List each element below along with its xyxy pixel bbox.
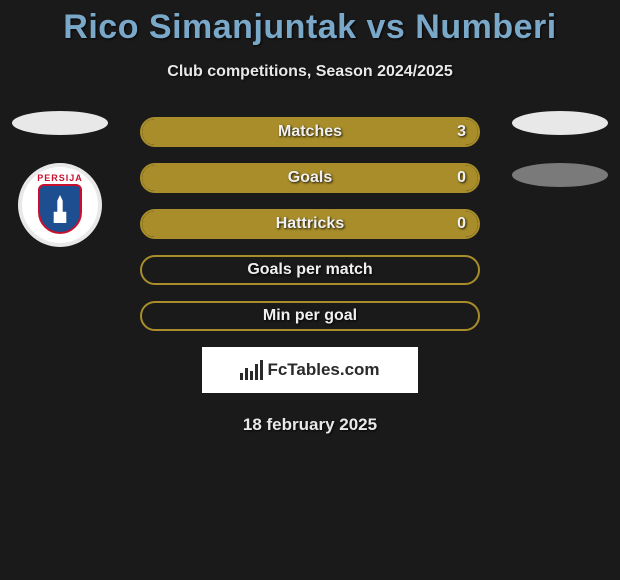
subtitle: Club competitions, Season 2024/2025 — [0, 63, 620, 81]
bar-label: Min per goal — [263, 307, 357, 325]
bars-list: Matches 3 Goals 0 Hattricks 0 Goals per match M… — [140, 117, 480, 331]
club-badge-text: PERSIJA — [37, 173, 83, 183]
bar-label: Goals — [288, 169, 332, 187]
bar-value-right: 3 — [457, 123, 466, 141]
team-oval-right-1 — [512, 111, 608, 135]
bar-value-right: 0 — [457, 215, 466, 233]
stat-bar: Goals per match — [140, 255, 480, 285]
bar-label: Matches — [278, 123, 342, 141]
club-shield-icon — [38, 184, 82, 234]
bar-label: Hattricks — [276, 215, 344, 233]
stat-bar: Hattricks 0 — [140, 209, 480, 239]
team-oval-left — [12, 111, 108, 135]
stat-bar: Goals 0 — [140, 163, 480, 193]
bars-chart-icon — [240, 360, 263, 380]
chart-area: PERSIJA Matches 3 Goals 0 Hattricks 0 Goals pe… — [0, 117, 620, 331]
monument-icon — [51, 195, 69, 223]
team-oval-right-2 — [512, 163, 608, 187]
stat-bar: Min per goal — [140, 301, 480, 331]
bar-value-right: 0 — [457, 169, 466, 187]
date-text: 18 february 2025 — [0, 415, 620, 435]
stat-bar: Matches 3 — [140, 117, 480, 147]
left-badges-column: PERSIJA — [12, 111, 108, 247]
club-badge-persija: PERSIJA — [18, 163, 102, 247]
right-badges-column — [512, 111, 608, 215]
infographic-container: Rico Simanjuntak vs Numberi Club competi… — [0, 0, 620, 580]
page-title: Rico Simanjuntak vs Numberi — [0, 0, 620, 47]
fctables-logo: FcTables.com — [202, 347, 418, 393]
bar-label: Goals per match — [247, 261, 372, 279]
logo-text: FcTables.com — [267, 360, 379, 380]
